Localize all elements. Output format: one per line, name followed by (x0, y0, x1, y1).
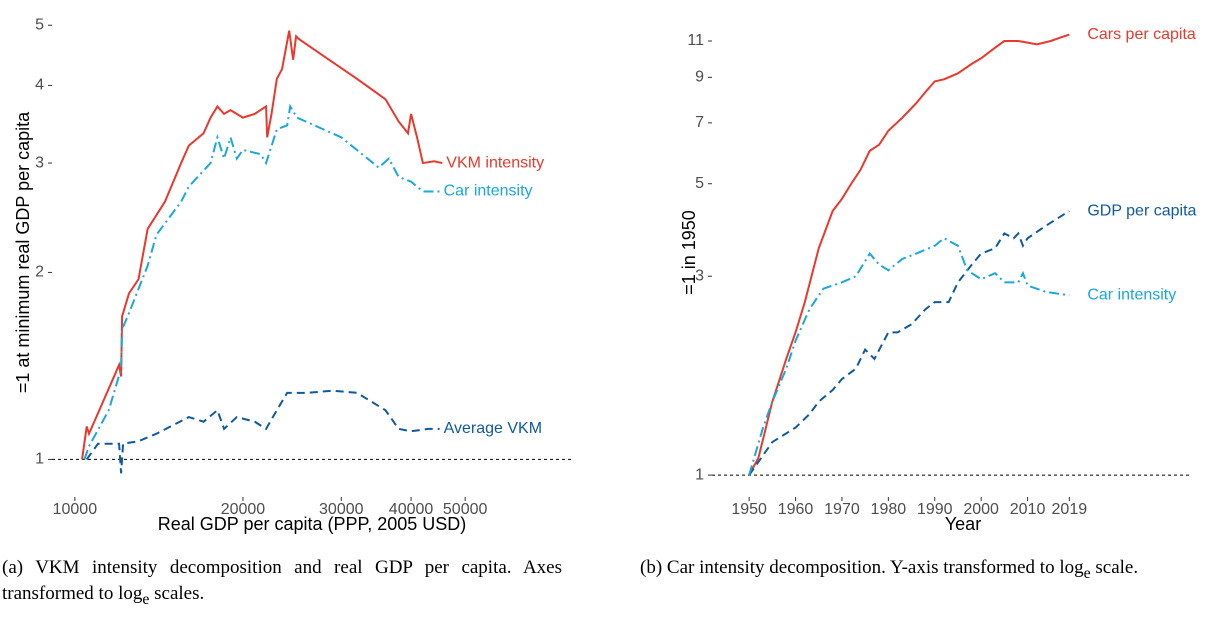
series-line (83, 103, 440, 460)
x-tick-label: 50000 (443, 501, 488, 518)
x-tick-label: 2010 (1010, 501, 1046, 518)
x-tick-label: 10000 (53, 501, 98, 518)
series-line (81, 30, 443, 460)
x-tick-label: 2019 (1052, 501, 1088, 518)
y-tick-label: 1 (35, 451, 44, 468)
x-tick-label: 40000 (389, 501, 434, 518)
caption-text: scales. (149, 583, 205, 604)
x-tick-label: 1970 (824, 501, 860, 518)
series-label: Cars per capita (1087, 26, 1196, 43)
y-tick-label: 5 (695, 175, 704, 192)
y-tick-label: 3 (695, 267, 704, 284)
series-label: Average VKM (444, 420, 542, 437)
caption-sub: e (1083, 564, 1091, 582)
caption-text: (a) VKM intensity decomposition and real… (2, 557, 562, 604)
series-line (748, 237, 1070, 476)
x-tick-label: 30000 (319, 501, 364, 518)
y-tick-label: 9 (695, 69, 704, 86)
series-label: VKM intensity (446, 154, 544, 171)
series-label: Car intensity (1087, 287, 1176, 304)
y-tick-label: 4 (35, 77, 44, 94)
x-tick-label: 1980 (871, 501, 907, 518)
caption: (a) VKM intensity decomposition and real… (2, 555, 562, 613)
y-tick-label: 3 (35, 154, 44, 171)
y-tick-label: 11 (687, 32, 704, 49)
y-axis-title: =1 at minimum real GDP per capita (13, 111, 33, 393)
y-tick-label: 7 (695, 114, 704, 131)
y-tick-label: 2 (35, 264, 44, 281)
x-tick-label: 1990 (917, 501, 953, 518)
y-tick-label: 5 (35, 16, 44, 33)
y-axis-title: =1 in 1950 (679, 210, 699, 295)
series-label: GDP per capita (1087, 202, 1196, 219)
caption-text: scale. (1090, 557, 1139, 578)
series-line (85, 389, 440, 474)
caption: (b) Car intensity decomposition. Y-axis … (640, 555, 1200, 587)
series-line (748, 210, 1070, 476)
caption-text: (b) Car intensity decomposition. Y-axis … (640, 557, 1084, 578)
x-axis-title: Real GDP per capita (PPP, 2005 USD) (158, 514, 467, 534)
x-tick-label: 2000 (963, 501, 999, 518)
figure: 10000 20000 30000 40000 50000 1 2 3 4 5 Real GDP p… (13, 16, 1197, 534)
y-tick-label: 1 (695, 466, 704, 483)
x-tick-label: 1950 (731, 501, 767, 518)
caption-sub: e (142, 590, 150, 608)
x-tick-label: 1960 (778, 501, 814, 518)
x-tick-label: 20000 (221, 501, 266, 518)
x-axis-title: Year (945, 514, 981, 534)
series-label: Car intensity (444, 183, 533, 200)
series-line (748, 33, 1070, 476)
